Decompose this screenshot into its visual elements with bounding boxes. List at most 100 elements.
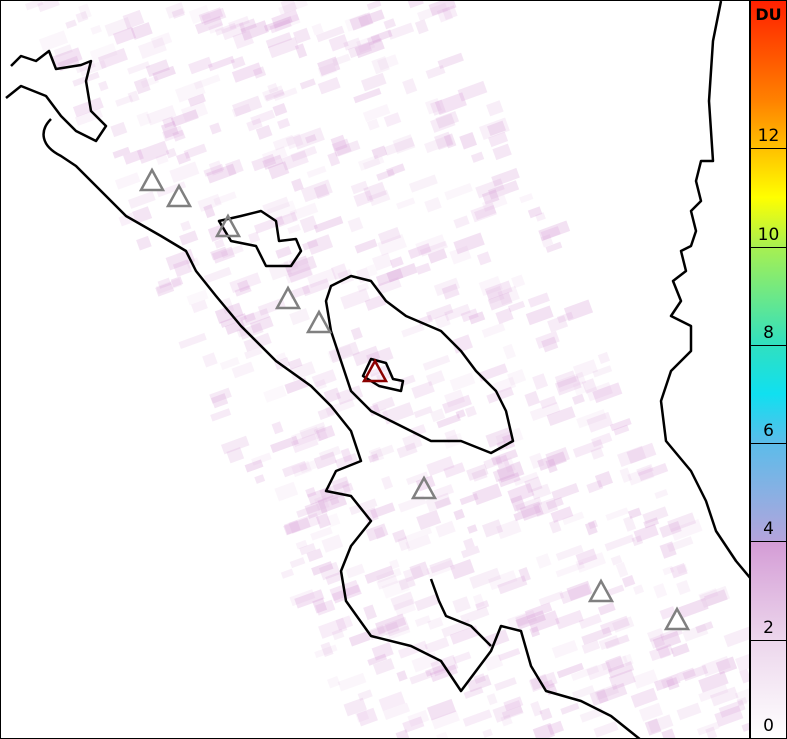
so2-pixel (612, 616, 635, 633)
so2-pixel (315, 512, 331, 529)
so2-pixel (430, 113, 456, 133)
so2-pixel (289, 589, 316, 607)
so2-pixel (343, 697, 367, 717)
so2-pixel (507, 609, 538, 630)
so2-pixel (289, 557, 306, 569)
so2-pixel (606, 584, 625, 597)
so2-pixel (442, 394, 472, 414)
so2-pixel (291, 433, 319, 454)
so2-pixel (677, 667, 696, 682)
so2-pixel (390, 591, 415, 611)
so2-pixel (280, 0, 297, 14)
so2-pixel (613, 424, 630, 436)
so2-pixel (555, 609, 584, 630)
so2-pixel (496, 461, 525, 483)
so2-pixel (524, 602, 553, 620)
so2-pixel (243, 312, 256, 323)
so2-pixel (437, 52, 464, 70)
so2-pixel (286, 262, 313, 283)
so2-pixel (452, 651, 472, 664)
coastline-north-island (5, 49, 108, 143)
so2-pixel (559, 583, 592, 605)
so2-pixel (112, 146, 131, 159)
so2-pixel (375, 277, 402, 296)
so2-pixel (327, 151, 341, 167)
so2-pixel (407, 709, 430, 727)
so2-pixel (533, 497, 559, 518)
so2-pixel (470, 151, 485, 163)
so2-pixel (150, 32, 173, 49)
so2-pixel (289, 308, 310, 326)
so2-pixel (311, 23, 324, 36)
so2-pixel (464, 405, 477, 418)
so2-pixel (471, 468, 488, 482)
so2-pixel (510, 495, 526, 512)
island-volcano (324, 274, 515, 455)
so2-pixel (570, 664, 600, 682)
so2-pixel (407, 243, 432, 259)
so2-pixel (344, 12, 370, 32)
so2-pixel (203, 204, 216, 219)
so2-pixel (546, 406, 576, 427)
so2-pixel (435, 111, 460, 129)
so2-pixel (478, 117, 510, 141)
so2-pixel (378, 691, 406, 712)
so2-pixel (393, 598, 417, 617)
so2-pixel (183, 143, 207, 159)
so2-pixel (392, 134, 416, 154)
so2-pixel (368, 621, 400, 641)
so2-pixel (180, 220, 192, 232)
so2-pixel (318, 445, 342, 461)
so2-pixel (240, 20, 269, 41)
so2-pixel (555, 561, 585, 578)
so2-pixel (372, 252, 393, 271)
so2-pixel (291, 178, 304, 192)
so2-pixel (296, 503, 321, 518)
so2-pixel (180, 101, 209, 122)
so2-pixel (368, 189, 391, 207)
so2-pixel (736, 696, 748, 707)
so2-pixel (208, 160, 224, 176)
so2-pixel (401, 323, 425, 338)
so2-pixel (596, 682, 628, 704)
so2-pixel (112, 26, 137, 45)
so2-pixel (501, 705, 524, 719)
so2-pixel (358, 154, 381, 171)
so2-pixel (483, 654, 504, 672)
so2-pixel (608, 669, 636, 690)
so2-pixel (589, 688, 609, 706)
colorbar-tick-label: 8 (763, 322, 774, 343)
so2-pixel (638, 702, 664, 722)
so2-pixel (496, 519, 522, 540)
so2-pixel (405, 471, 429, 486)
so2-pixel (626, 442, 657, 464)
so2-pixel (262, 85, 285, 101)
so2-pixel (366, 346, 394, 367)
so2-pixel (513, 505, 541, 522)
so2-pixel (495, 454, 510, 469)
colorbar-tick (751, 148, 786, 150)
so2-pixel (252, 66, 267, 79)
so2-pixel (429, 664, 458, 682)
so2-pixel (292, 127, 325, 150)
so2-pixel (323, 387, 341, 404)
so2-pixel (231, 361, 255, 379)
so2-pixel (563, 299, 594, 322)
so2-pixel (381, 475, 394, 490)
so2-pixel (594, 683, 620, 701)
so2-pixel (430, 408, 446, 423)
so2-pixel (331, 138, 352, 157)
so2-pixel (78, 3, 92, 20)
so2-pixel (402, 716, 425, 733)
so2-pixel (127, 61, 151, 75)
so2-pixel (441, 283, 460, 300)
so2-pixel (381, 577, 410, 599)
so2-pixel (282, 460, 308, 478)
colorbar-tick-label: 6 (763, 421, 774, 442)
colorbar-tick (751, 246, 786, 248)
so2-pixel (590, 446, 605, 460)
so2-pixel (335, 385, 364, 405)
so2-pixel (384, 616, 410, 637)
so2-pixel (426, 559, 456, 578)
so2-pixel (385, 625, 411, 641)
